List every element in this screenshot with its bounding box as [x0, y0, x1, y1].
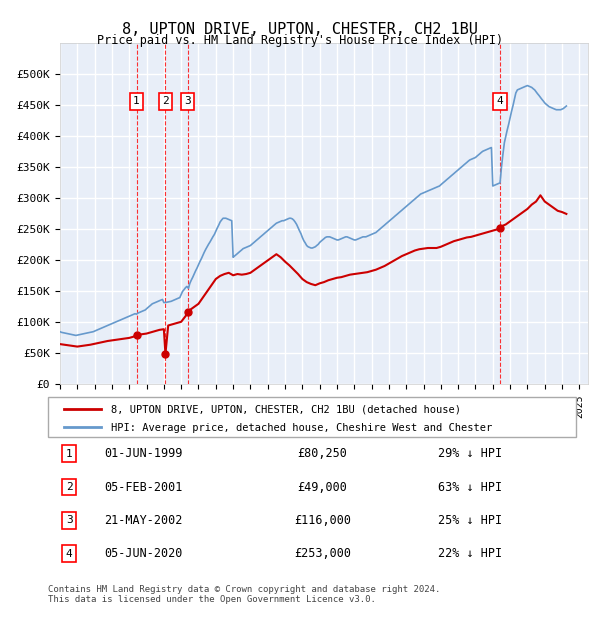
Text: 3: 3 [184, 96, 191, 107]
Text: 4: 4 [66, 549, 73, 559]
Text: 2: 2 [66, 482, 73, 492]
Text: £80,250: £80,250 [298, 447, 347, 460]
Text: 4: 4 [497, 96, 503, 107]
Text: £116,000: £116,000 [294, 514, 351, 527]
Text: 29% ↓ HPI: 29% ↓ HPI [439, 447, 502, 460]
FancyBboxPatch shape [48, 397, 576, 437]
Text: £253,000: £253,000 [294, 547, 351, 560]
Text: 1: 1 [133, 96, 140, 107]
Text: 8, UPTON DRIVE, UPTON, CHESTER, CH2 1BU: 8, UPTON DRIVE, UPTON, CHESTER, CH2 1BU [122, 22, 478, 37]
Text: 1: 1 [66, 449, 73, 459]
Text: Contains HM Land Registry data © Crown copyright and database right 2024.
This d: Contains HM Land Registry data © Crown c… [48, 585, 440, 604]
Text: 63% ↓ HPI: 63% ↓ HPI [439, 480, 502, 494]
Text: 8, UPTON DRIVE, UPTON, CHESTER, CH2 1BU (detached house): 8, UPTON DRIVE, UPTON, CHESTER, CH2 1BU … [112, 405, 461, 415]
Text: 05-JUN-2020: 05-JUN-2020 [104, 547, 182, 560]
Text: 22% ↓ HPI: 22% ↓ HPI [439, 547, 502, 560]
Text: £49,000: £49,000 [298, 480, 347, 494]
Text: 25% ↓ HPI: 25% ↓ HPI [439, 514, 502, 527]
Text: HPI: Average price, detached house, Cheshire West and Chester: HPI: Average price, detached house, Ches… [112, 423, 493, 433]
Text: 21-MAY-2002: 21-MAY-2002 [104, 514, 182, 527]
Text: 05-FEB-2001: 05-FEB-2001 [104, 480, 182, 494]
Text: 2: 2 [162, 96, 169, 107]
Text: 01-JUN-1999: 01-JUN-1999 [104, 447, 182, 460]
Text: 3: 3 [66, 515, 73, 525]
Text: Price paid vs. HM Land Registry's House Price Index (HPI): Price paid vs. HM Land Registry's House … [97, 34, 503, 47]
